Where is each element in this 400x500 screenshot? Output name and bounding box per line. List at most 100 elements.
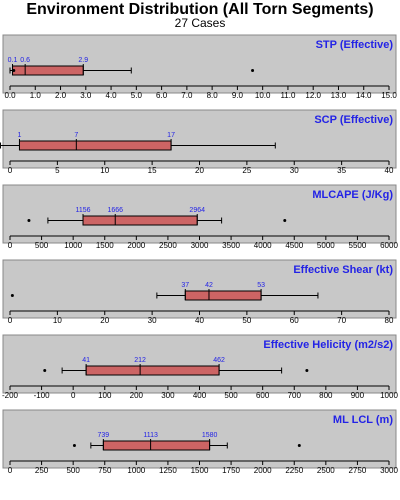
x-tick-label: 13.0 <box>331 91 347 100</box>
x-tick-label: 3000 <box>191 241 209 250</box>
value-label: 0.1 <box>8 57 18 64</box>
value-label: 53 <box>257 282 265 289</box>
x-tick-label: 12.0 <box>305 91 321 100</box>
panel-5: Effective Helicity (m2/s2) -200 -100 0 100 20… <box>2 334 398 400</box>
x-tick-label: 0.0 <box>4 91 16 100</box>
x-tick-label: 250 <box>35 466 49 475</box>
panel-title: Effective Helicity (m2/s2) <box>263 339 393 351</box>
value-label: 462 <box>213 357 225 364</box>
iqr-box <box>18 140 172 151</box>
value-label: 1 <box>18 132 22 139</box>
x-tick-label: 500 <box>224 391 238 400</box>
outlier-point <box>12 69 16 72</box>
x-tick-label: 400 <box>193 391 207 400</box>
x-tick-label: 300 <box>161 391 175 400</box>
panel-background <box>2 259 397 319</box>
x-tick-label: 2000 <box>127 241 145 250</box>
value-label: 37 <box>181 282 189 289</box>
x-tick-label: 20 <box>100 316 109 325</box>
iqr-box <box>184 290 262 301</box>
chart-subtitle: 27 Cases <box>174 16 226 30</box>
x-tick-label: 8.0 <box>207 91 219 100</box>
outlier-point <box>251 69 255 72</box>
x-tick-label: 3.0 <box>80 91 92 100</box>
x-tick-label: 6.0 <box>156 91 168 100</box>
x-tick-label: 15.0 <box>381 91 397 100</box>
x-tick-label: 40 <box>195 316 204 325</box>
x-tick-label: 2.0 <box>55 91 67 100</box>
x-tick-label: 1.0 <box>30 91 42 100</box>
x-tick-label: 0 <box>8 166 13 175</box>
outlier-point <box>10 294 14 297</box>
panel-4: Effective Shear (kt) 0 10 20 30 40 50 60 70 80 37 4… <box>2 259 397 325</box>
x-tick-label: 2250 <box>285 466 303 475</box>
x-tick-label: 6000 <box>380 241 398 250</box>
panel-6: ML LCL (m) 0 250 500 750 1000 1250 1500 1750 2000… <box>2 409 398 475</box>
value-label: 2.9 <box>78 57 88 64</box>
x-tick-label: 5.0 <box>131 91 143 100</box>
x-tick-label: 1000 <box>380 391 398 400</box>
panel-title: ML LCL (m) <box>333 414 393 426</box>
x-tick-label: 0 <box>8 466 13 475</box>
x-tick-label: 1000 <box>127 466 145 475</box>
x-tick-label: 60 <box>290 316 299 325</box>
x-tick-label: 750 <box>98 466 112 475</box>
x-tick-label: 0 <box>71 391 76 400</box>
value-label: 1666 <box>107 207 123 214</box>
panel-1: STP (Effective) 0.0 1.0 2.0 3.0 4.0 5.0 6.0 7.0 8… <box>2 34 397 100</box>
x-tick-label: 700 <box>288 391 302 400</box>
x-tick-label: 200 <box>130 391 144 400</box>
x-tick-label: -100 <box>34 391 51 400</box>
value-label: 7 <box>74 132 78 139</box>
value-label: 212 <box>134 357 146 364</box>
x-tick-label: 1250 <box>159 466 177 475</box>
x-tick-label: 0 <box>8 241 13 250</box>
panel-title: STP (Effective) <box>316 39 394 51</box>
value-label: 739 <box>98 432 110 439</box>
chart-title: Environment Distribution (All Torn Segme… <box>26 1 374 18</box>
x-tick-label: 2500 <box>159 241 177 250</box>
outlier-point <box>305 369 309 372</box>
x-tick-label: 2000 <box>254 466 272 475</box>
x-tick-label: 5500 <box>349 241 367 250</box>
x-tick-label: 500 <box>66 466 80 475</box>
x-tick-label: 10.0 <box>255 91 271 100</box>
x-tick-label: 11.0 <box>280 91 296 100</box>
x-tick-label: 800 <box>319 391 333 400</box>
iqr-box <box>102 440 211 451</box>
value-label: 1580 <box>202 432 218 439</box>
x-tick-label: 5000 <box>317 241 335 250</box>
x-tick-label: 2500 <box>317 466 335 475</box>
x-tick-label: 600 <box>256 391 270 400</box>
value-label: 1113 <box>143 432 158 439</box>
value-label: 41 <box>82 357 90 364</box>
x-tick-label: 70 <box>337 316 346 325</box>
panel-2: SCP (Effective)0 5 10 15 20 25 30 35 401 7 17 <box>0 109 397 175</box>
x-tick-label: 14.0 <box>356 91 372 100</box>
x-tick-label: 20 <box>195 166 204 175</box>
outlier-point <box>27 219 31 222</box>
panel-background <box>2 184 397 244</box>
outlier-point <box>297 444 301 447</box>
x-tick-label: 2750 <box>349 466 367 475</box>
panel-background <box>2 34 397 94</box>
x-tick-label: 7.0 <box>181 91 193 100</box>
panel-background <box>2 409 397 469</box>
panel-title: Effective Shear (kt) <box>293 264 393 276</box>
outlier-point <box>72 444 76 447</box>
x-tick-label: 30 <box>290 166 299 175</box>
x-tick-label: 900 <box>351 391 365 400</box>
x-tick-label: 0 <box>8 316 13 325</box>
panel-background <box>2 334 397 394</box>
panel-3: MLCAPE (J/Kg) 0 500 1000 1500 2000 2500 3000 350… <box>2 184 398 250</box>
x-tick-label: 40 <box>385 166 394 175</box>
x-tick-label: 50 <box>242 316 251 325</box>
x-tick-label: 100 <box>98 391 112 400</box>
value-label: 0.6 <box>20 57 30 64</box>
x-tick-label: 35 <box>337 166 346 175</box>
iqr-box <box>85 365 220 376</box>
panel-title: MLCAPE (J/Kg) <box>312 189 393 201</box>
value-label: 42 <box>205 282 213 289</box>
outlier-point <box>43 369 47 372</box>
